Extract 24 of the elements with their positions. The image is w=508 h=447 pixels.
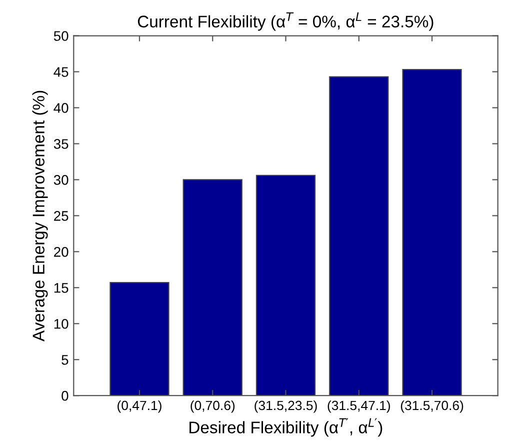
y-tick-label: 30 <box>54 175 68 185</box>
y-tick-label: 10 <box>54 318 68 329</box>
y-tick-label: 45 <box>54 67 68 77</box>
y-tick-label: 20 <box>54 246 68 257</box>
y-tick-label: 35 <box>54 139 68 149</box>
y-axis-title: Average Energy Improvement (%) <box>32 90 48 342</box>
bar <box>402 69 462 396</box>
chart-title: Current Flexibility (α$^{T}$ = 0%, α$^{L}$ = 23.5%) <box>138 12 434 31</box>
x-tick-label: (0,70.6) <box>190 400 235 413</box>
bar <box>329 76 389 396</box>
y-tick-label: 5 <box>62 355 68 365</box>
y-tick-label: 50 <box>54 31 68 41</box>
x-tick-label: (0,47.1) <box>118 400 162 413</box>
y-tick-label: 0 <box>62 390 68 401</box>
x-tick-label: (31.5,23.5) <box>254 400 317 413</box>
x-tick-label: (31.5,47.1) <box>328 400 390 413</box>
y-tick-label: 15 <box>54 283 68 293</box>
bar <box>110 282 170 396</box>
y-tick-label: 25 <box>54 211 68 221</box>
bar <box>182 179 242 396</box>
x-axis-title: Desired Flexibility (α$^{T′}$, α$^{L′}$) <box>190 418 382 437</box>
bar <box>256 174 316 396</box>
y-tick-label: 40 <box>54 103 68 113</box>
x-tick-label: (31.5,70.6) <box>400 400 464 413</box>
